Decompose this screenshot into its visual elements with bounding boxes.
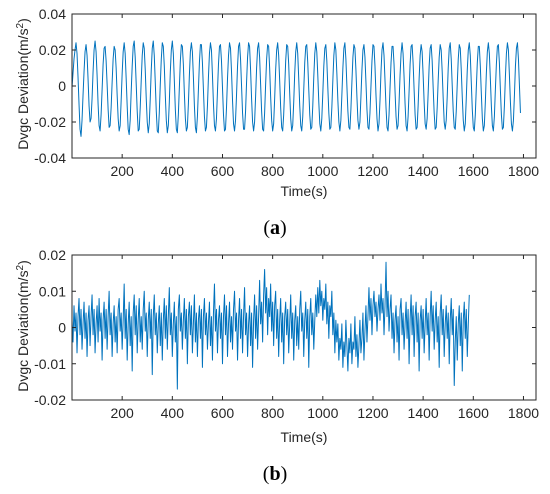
panel-a-ylabel: Dvgc Deviation(m/s2) <box>15 18 31 150</box>
panel-b-ytick-label: -0.01 <box>34 356 66 372</box>
panel-a-ytick-label: 0 <box>58 78 66 94</box>
panel-b-xtick-label: 200 <box>110 405 134 421</box>
panel-b-series-line-0 <box>71 261 470 390</box>
panel-a-xtick-label: 1600 <box>458 163 489 179</box>
panel-b-xtick-label: 1800 <box>508 405 539 421</box>
panel-b-ytick-label: -0.02 <box>34 392 66 408</box>
panel-a-ytick-label: -0.02 <box>34 114 66 130</box>
panel-a-xlabel: Time(s) <box>281 183 328 199</box>
panel-a-xtick-label: 1000 <box>307 163 338 179</box>
panel-b-xtick-label: 1600 <box>458 405 489 421</box>
panel-b-ylabel-superscript: 2 <box>15 264 26 270</box>
panel-a-plot-area: 200 400 600 800 1000 1200 1400 1600 1800 -0.04 -0.… <box>34 6 539 179</box>
panel-a-caption: (a) <box>263 217 286 239</box>
panel-b-plot-area: 200 400 600 800 1000 1200 1400 1600 1800 -0.02 -0.… <box>34 247 539 421</box>
panel-a-ytick-label: 0.04 <box>39 6 66 22</box>
panel-a-xtick-label: 1200 <box>357 163 388 179</box>
panel-a-xtick-label: 1800 <box>508 163 539 179</box>
panel-a-ytick-label: -0.04 <box>34 150 66 166</box>
panel-a-xtick-label: 1400 <box>408 163 439 179</box>
panel-a-ylabel-superscript: 2 <box>15 22 26 28</box>
panel-a-xtick-label: 200 <box>110 163 134 179</box>
panel-a-series-line-0 <box>71 40 521 137</box>
panel-b-caption: (b) <box>263 463 287 485</box>
panel-b-xtick-label: 800 <box>261 405 285 421</box>
panel-a-xtick-label: 800 <box>261 163 285 179</box>
panel-b-xtick-label: 1000 <box>307 405 338 421</box>
panel-b-ylabel: Dvgc Deviation(m/s2) <box>15 260 31 392</box>
panel-b-xtick-label: 400 <box>161 405 185 421</box>
panel-b-xtick-label: 600 <box>211 405 235 421</box>
panel-a-line-chart: Dvgc Deviation(m/s2) 200 400 600 800 1000 120… <box>15 6 539 239</box>
panel-a-xtick-label: 400 <box>161 163 185 179</box>
panel-b-xtick-label: 1200 <box>357 405 388 421</box>
panel-b-ytick-label: 0 <box>58 320 66 336</box>
panel-b-xtick-label: 1400 <box>408 405 439 421</box>
panel-a-ytick-label: 0.02 <box>39 42 66 58</box>
panel-b-ytick-label: 0.01 <box>39 283 66 299</box>
panel-a-xtick-label: 600 <box>211 163 235 179</box>
panel-b-xlabel: Time(s) <box>281 429 328 445</box>
panel-b-line-chart: Dvgc Deviation(m/s2) 200 400 600 800 1000 120… <box>15 247 539 485</box>
panel-b-ytick-label: 0.02 <box>39 247 66 263</box>
